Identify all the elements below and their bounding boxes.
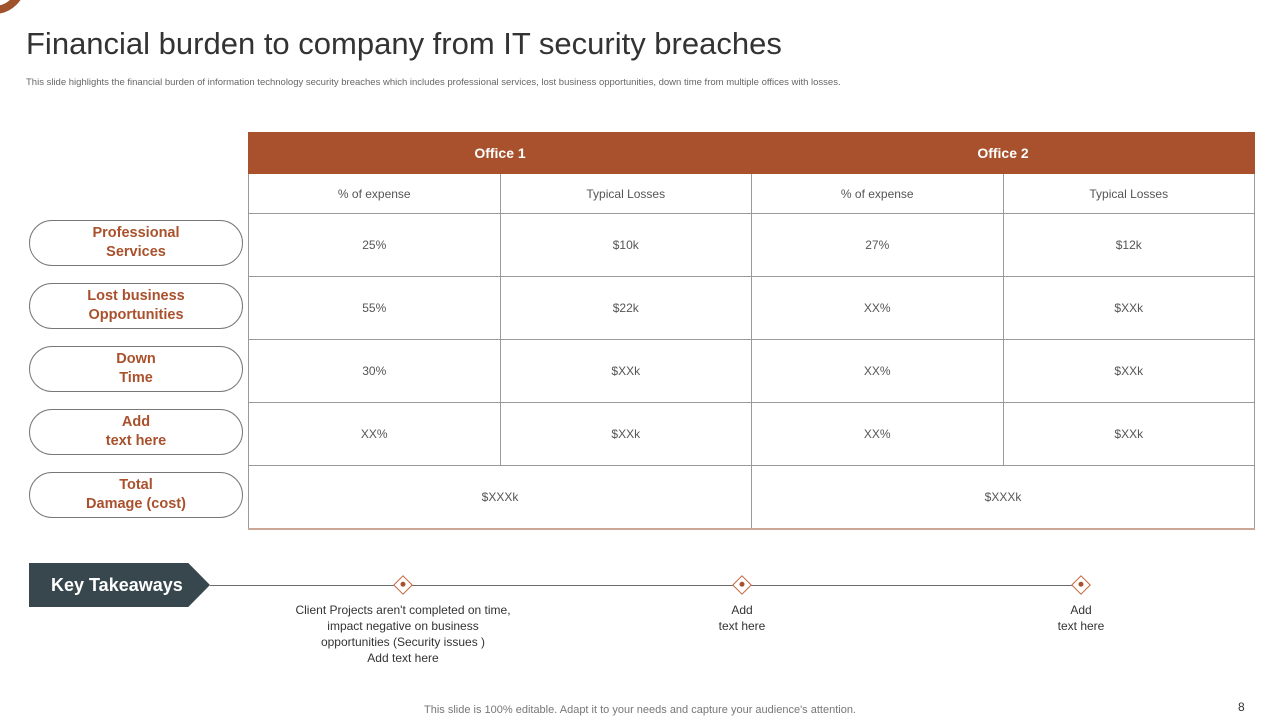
table-cell: $10k	[499, 213, 752, 277]
diamond-marker-icon	[1071, 575, 1091, 595]
subheader-cell: % of expense	[248, 173, 501, 214]
table-row: 25% $10k 27% $12k	[248, 213, 1255, 277]
table-cell: XX%	[751, 402, 1004, 466]
office-2-header: Office 2	[751, 132, 1255, 174]
table-cell: $XXk	[499, 402, 752, 466]
table-cell: $XXk	[1002, 402, 1255, 466]
table-cell: $XXk	[1002, 339, 1255, 403]
total-office-1: $XXXk	[248, 465, 752, 530]
office-1-header: Office 1	[248, 132, 752, 174]
total-office-2: $XXXk	[751, 465, 1255, 530]
table-row: 55% $22k XX% $XXk	[248, 276, 1255, 340]
diamond-marker-icon	[393, 575, 413, 595]
takeaway-text-3: Add text here	[1057, 603, 1105, 633]
row-label-professional-services: Professional Services	[29, 220, 243, 266]
office-header-row: Office 1 Office 2	[248, 132, 1255, 174]
table-cell: $22k	[499, 276, 752, 340]
total-row: $XXXk $XXXk	[248, 465, 1255, 530]
diamond-marker-icon	[732, 575, 752, 595]
page-title: Financial burden to company from IT secu…	[26, 26, 782, 61]
table-cell: XX%	[248, 402, 501, 466]
subheader-cell: Typical Losses	[499, 173, 752, 214]
page-number: 8	[1238, 700, 1245, 714]
key-takeaways-title: Key Takeaways	[51, 574, 183, 595]
footer-note: This slide is 100% editable. Adapt it to…	[424, 704, 856, 716]
table-cell: 30%	[248, 339, 501, 403]
page-subtitle: This slide highlights the financial burd…	[26, 77, 841, 88]
table-cell: 55%	[248, 276, 501, 340]
takeaway-text-2: Add text here	[718, 603, 766, 633]
table-cell: $XXk	[1002, 276, 1255, 340]
row-label-add-text: Add text here	[29, 409, 243, 455]
table-row: XX% $XXk XX% $XXk	[248, 402, 1255, 466]
table-cell: XX%	[751, 339, 1004, 403]
subheader-cell: % of expense	[751, 173, 1004, 214]
table-cell: $XXk	[499, 339, 752, 403]
decorative-ring	[0, 0, 26, 14]
takeaway-text-1: Client Projects aren't completed on time…	[295, 603, 511, 665]
table-cell: 27%	[751, 213, 1004, 277]
key-takeaways-banner: Key Takeaways	[29, 563, 210, 607]
subheader-cell: Typical Losses	[1002, 173, 1255, 214]
table-cell: $12k	[1002, 213, 1255, 277]
timeline-line	[210, 585, 1090, 586]
subheader-row: % of expense Typical Losses % of expense…	[248, 173, 1255, 214]
row-label-total-damage: Total Damage (cost)	[29, 472, 243, 518]
row-label-down-time: Down Time	[29, 346, 243, 392]
table-row: 30% $XXk XX% $XXk	[248, 339, 1255, 403]
table-cell: XX%	[751, 276, 1004, 340]
row-label-lost-business: Lost business Opportunities	[29, 283, 243, 329]
losses-table: Office 1 Office 2 % of expense Typical L…	[248, 132, 1255, 530]
table-cell: 25%	[248, 213, 501, 277]
